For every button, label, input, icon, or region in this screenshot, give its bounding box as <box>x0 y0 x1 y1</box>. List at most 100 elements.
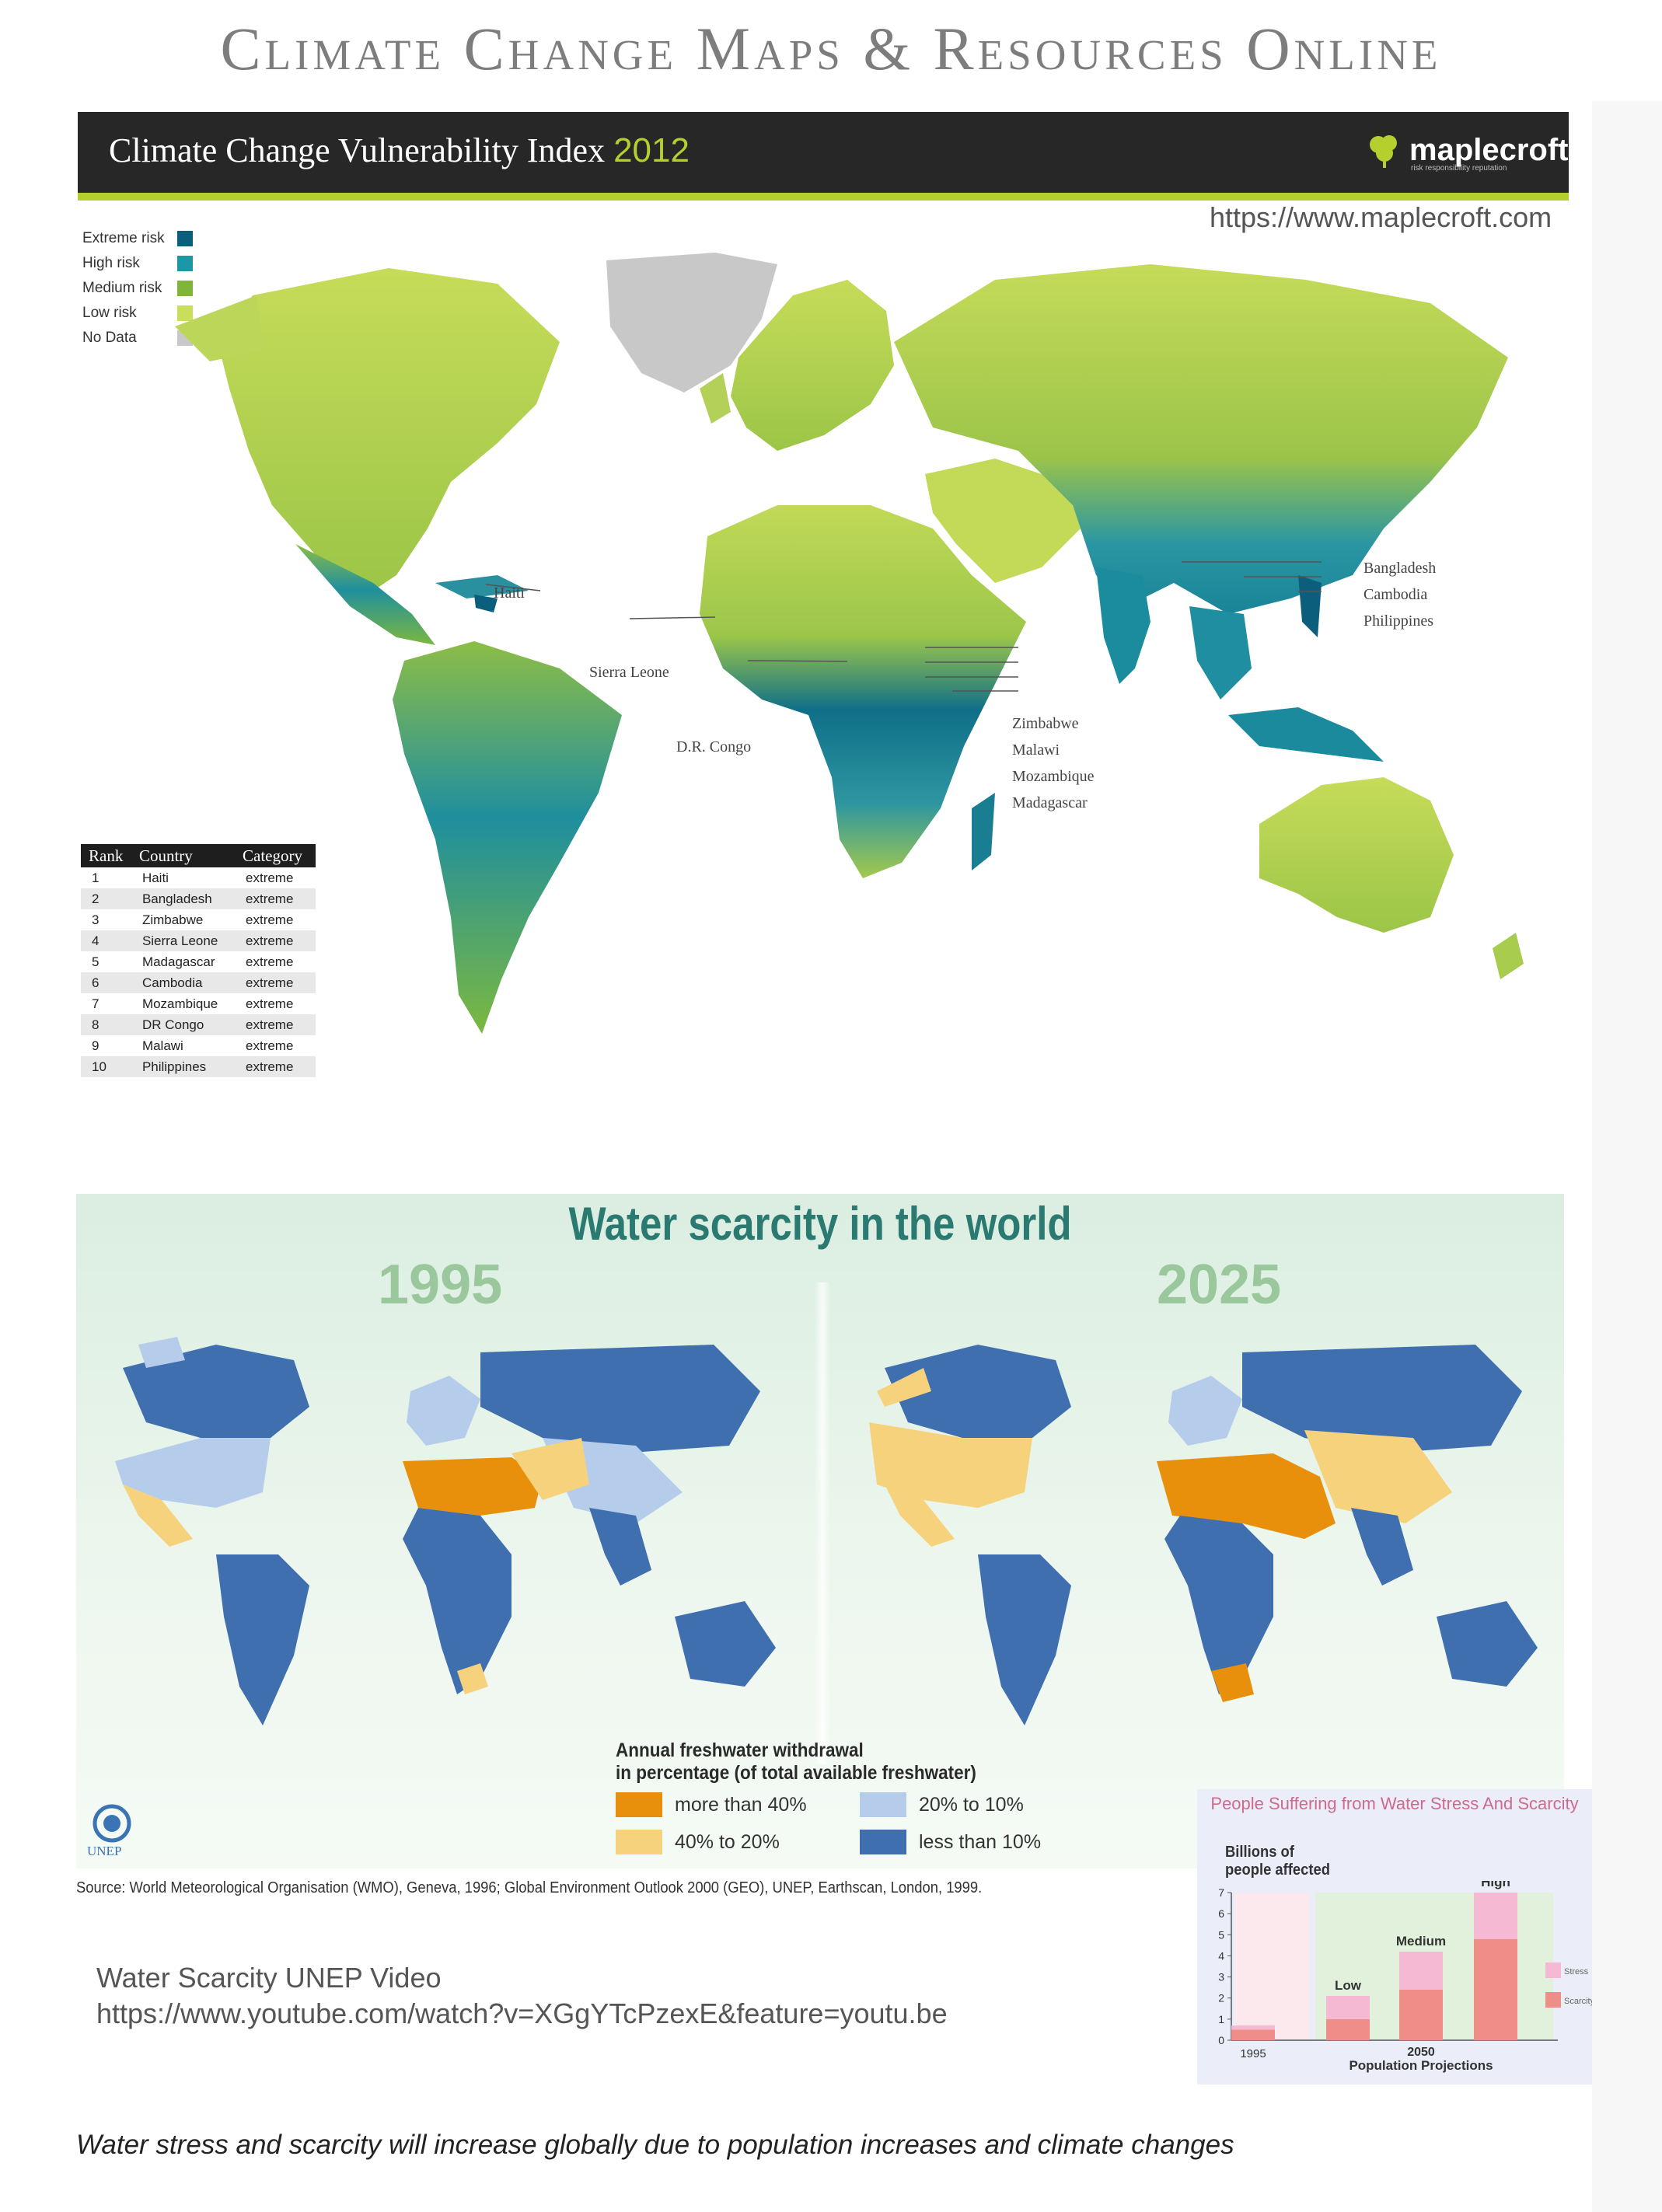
y-tick-label: 7 <box>1218 1886 1224 1899</box>
unep-logo-icon <box>93 1804 131 1843</box>
legend-label-scarcity: Scarcity <box>1564 1997 1592 2006</box>
freshwater-legend-title-line1: Annual freshwater withdrawal <box>616 1739 864 1761</box>
bar-category-label: Low <box>1335 1978 1362 1993</box>
legend-swatch <box>860 1792 906 1817</box>
category-cell: extreme <box>246 954 294 969</box>
y-tick-label: 2 <box>1218 1992 1224 2004</box>
maplecroft-url[interactable]: https://www.maplecroft.com <box>1210 201 1552 233</box>
unep-label: UNEP <box>87 1844 122 1858</box>
legend-label: Medium risk <box>82 280 162 296</box>
legend-swatch <box>860 1830 906 1854</box>
legend-swatch <box>177 281 193 296</box>
water-scarcity-title: Water scarcity in the world <box>568 1198 1072 1250</box>
y-tick-label: 4 <box>1218 1949 1224 1962</box>
callout-mozambique: Mozambique <box>1012 768 1095 785</box>
category-cell: extreme <box>246 1038 294 1053</box>
table-row: 5 Madagascar extreme <box>81 951 316 972</box>
country-cell: Sierra Leone <box>131 930 236 951</box>
freshwater-legend-title: Annual freshwater withdrawal in percentag… <box>616 1739 976 1785</box>
table-row: 3 Zimbabwe extreme <box>81 909 316 930</box>
legend-40-to-20: 40% to 20% <box>616 1830 780 1854</box>
maple-leaf-icon <box>1370 135 1397 168</box>
video-url-link[interactable]: https://www.youtube.com/watch?v=XGgYTcPz… <box>96 1997 948 2029</box>
page-title: Climate Change Maps & Resources Online <box>220 15 1442 82</box>
header-rank: Rank <box>81 844 131 867</box>
bar-stress <box>1326 1996 1370 2019</box>
callout-zimbabwe: Zimbabwe <box>1012 715 1079 732</box>
country-cell: Malawi <box>141 1038 183 1053</box>
bg-zone-1995 <box>1234 1893 1309 2040</box>
legend-label: 20% to 10% <box>919 1793 1024 1816</box>
rank-cell: 7 <box>92 996 100 1011</box>
legend-label: High risk <box>82 255 140 271</box>
category-cell: extreme <box>235 930 316 951</box>
category-cell: extreme <box>235 972 316 993</box>
vulnerability-world-map <box>175 253 1524 1034</box>
bar-scarcity <box>1474 1938 1517 2040</box>
right-margin-strip <box>1592 101 1662 2212</box>
category-cell: extreme <box>235 1056 316 1077</box>
legend-medium-risk: Medium risk <box>82 277 193 300</box>
legend-less-than-10: less than 10% <box>860 1830 1041 1854</box>
rank-cell: 9 <box>92 1038 100 1053</box>
legend-low-risk: Low risk <box>82 302 193 325</box>
country-cell: Bangladesh <box>131 888 236 909</box>
rank-cell: 5 <box>92 954 100 969</box>
legend-label: 40% to 20% <box>675 1830 780 1853</box>
water-map-2025 <box>869 1345 1538 1725</box>
legend-label: Extreme risk <box>82 230 165 246</box>
y-tick-label: 1 <box>1218 2013 1224 2025</box>
panel-divider <box>815 1282 830 1764</box>
country-cell: Madagascar <box>141 954 215 969</box>
table-row: 6 Cambodia extreme <box>81 972 316 993</box>
bar-scarcity <box>1326 2018 1370 2040</box>
legend-label-stress: Stress <box>1564 1967 1589 1976</box>
category-cell: extreme <box>246 996 294 1011</box>
video-title: Water Scarcity UNEP Video <box>96 1962 442 1994</box>
legend-more-than-40: more than 40% <box>616 1792 807 1817</box>
callout-malawi: Malawi <box>1012 741 1060 759</box>
rank-cell: 2 <box>81 888 131 909</box>
table-header-row: Rank Country Category <box>81 844 316 867</box>
bar-chart-ylabel-line2: people affected <box>1225 1861 1330 1879</box>
country-cell: Mozambique <box>141 996 218 1011</box>
maplecroft-logo: maplecroft <box>1364 127 1569 173</box>
greenland <box>606 253 777 393</box>
callout-dr-congo: D.R. Congo <box>676 738 752 755</box>
y-tick-label: 5 <box>1218 1928 1224 1941</box>
rank-cell: 1 <box>92 870 100 885</box>
country-cell: Haiti <box>141 870 169 885</box>
callout-philippines: Philippines <box>1363 612 1434 630</box>
legend-swatch-stress <box>1545 1963 1561 1978</box>
bar-scarcity <box>1399 1989 1443 2040</box>
legend-label: No Data <box>82 330 137 346</box>
north-america <box>175 268 560 645</box>
asia <box>894 264 1508 762</box>
legend-swatch <box>177 256 193 271</box>
country-cell: DR Congo <box>131 1014 236 1035</box>
bar-scarcity <box>1231 2029 1275 2040</box>
x-group-label: 2050 <box>1407 2046 1435 2059</box>
legend-20-to-10: 20% to 10% <box>860 1792 1024 1817</box>
rank-cell: 4 <box>81 930 131 951</box>
country-cell: Cambodia <box>131 972 236 993</box>
table-row: 4 Sierra Leone extreme <box>81 930 316 951</box>
maplecroft-tagline: risk responsibility reputation <box>1411 164 1507 173</box>
bar-category-label: High <box>1481 1881 1510 1889</box>
rank-cell: 6 <box>81 972 131 993</box>
bar-category-label: Medium <box>1396 1934 1446 1949</box>
rank-cell: 8 <box>81 1014 131 1035</box>
category-cell: extreme <box>235 888 316 909</box>
water-source-citation: Source: World Meteorological Organisatio… <box>76 1879 983 1896</box>
bar-stress <box>1231 2025 1275 2030</box>
table-row: 7 Mozambique extreme <box>81 993 316 1014</box>
x-category-label: 1995 <box>1240 2047 1266 2060</box>
africa <box>700 505 1026 878</box>
bar-chart-title: People Suffering from Water Stress And S… <box>1210 1794 1579 1813</box>
vulnerability-title-text: Climate Change Vulnerability Index <box>109 131 606 169</box>
bar-chart: 0 1 2 3 4 5 6 7 1995 Low Medium High 2050Population … <box>1218 1881 1592 2073</box>
table-row: 1 Haiti extreme <box>81 867 316 888</box>
callout-haiti: Haiti <box>494 584 525 602</box>
category-cell: extreme <box>246 870 294 885</box>
maplecroft-brand: maplecroft <box>1409 132 1569 167</box>
